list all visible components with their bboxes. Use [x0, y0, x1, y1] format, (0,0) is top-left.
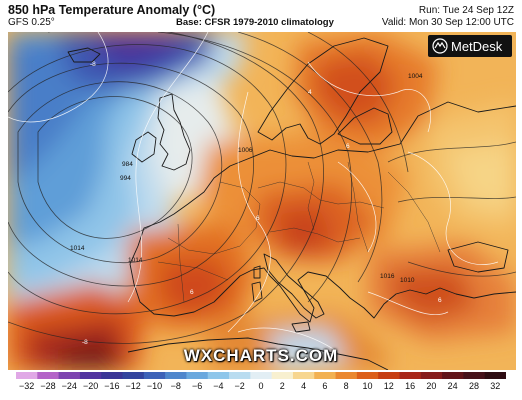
legend-color-swatch: [165, 372, 187, 379]
legend-color-swatch: [271, 372, 294, 379]
legend-color-swatch: [442, 372, 464, 379]
legend-tick-label: 0: [258, 381, 264, 391]
contour-label: 1014: [70, 245, 85, 252]
legend-tick-label: 12: [383, 381, 394, 391]
contour-label: 1004: [408, 73, 423, 80]
metdesk-logo-mark-icon: [432, 38, 448, 54]
legend-color-swatch: [314, 372, 337, 379]
legend-color-swatch: [463, 372, 486, 379]
run-time-label: Run: Tue 24 Sep 12Z: [418, 5, 514, 16]
legend-tick-label: 4: [301, 381, 307, 391]
legend-color-swatch: [250, 372, 273, 379]
legend-color-swatch: [122, 372, 145, 379]
legend-tick-label: −2: [234, 381, 245, 391]
chart-header: 850 hPa Temperature Anomaly (°C) GFS 0.2…: [0, 0, 522, 32]
legend-tick-label: −6: [191, 381, 203, 391]
contour-label: 994: [120, 175, 131, 182]
legend-color-swatch: [229, 372, 251, 379]
legend-tick-label: 10: [362, 381, 373, 391]
legend-color-swatch: [378, 372, 400, 379]
legend-color-swatch: [356, 372, 379, 379]
legend-color-swatch: [292, 372, 315, 379]
contour-label: 6: [190, 289, 194, 296]
legend-color-swatch: [207, 372, 230, 379]
anomaly-label-group: -8 -8 6 6 6 6 4: [82, 61, 442, 346]
isobars: [8, 32, 516, 344]
legend-ticks: −32 −28 −24 −20 −16 −12 −10 −8 −6 −4 −2 0 2 4 6 8 10 12 16…: [0, 381, 522, 395]
legend-color-swatch: [101, 372, 124, 379]
legend-color-swatch: [399, 372, 422, 379]
legend-tick-label: −8: [170, 381, 181, 391]
legend-tick-label: 8: [343, 381, 349, 391]
metdesk-logo-text: MetDesk: [451, 38, 503, 54]
legend-tick-label: −10: [146, 381, 163, 391]
valid-time-label: Valid: Mon 30 Sep 12:00 UTC: [381, 17, 514, 28]
contour-label: -8: [90, 61, 96, 68]
legend-tick-label: 32: [490, 381, 501, 391]
model-label: GFS 0.25°: [8, 17, 55, 28]
contour-label: 4: [308, 89, 312, 96]
contour-label: 6: [256, 215, 260, 222]
legend-tick-label: −16: [104, 381, 120, 391]
chart-title: 850 hPa Temperature Anomaly (°C): [8, 3, 216, 17]
legend-color-swatch: [186, 372, 209, 379]
legend-color-swatch: [37, 372, 60, 379]
legend-color-swatch: [484, 372, 506, 379]
legend-tick-label: −32: [19, 381, 35, 391]
legend-tick-label: 20: [426, 381, 437, 391]
anomaly-shading: [8, 32, 516, 370]
legend-color-swatch: [58, 372, 81, 379]
legend-tick-label: −4: [213, 381, 224, 391]
legend-color-swatch: [420, 372, 443, 379]
legend-color-swatch: [79, 372, 102, 379]
legend-tick-label: −20: [82, 381, 99, 391]
legend-color-swatch: [16, 372, 38, 379]
contour-label: 1014: [128, 257, 143, 264]
anomaly-map: 984 994 1014 1014 1016 1006 1004 1010 -8…: [8, 32, 516, 370]
legend-tick-label: −28: [40, 381, 56, 391]
legend-tick-label: −12: [125, 381, 141, 391]
legend-colorbar: [16, 372, 506, 379]
contour-label: 6: [438, 297, 442, 304]
contour-label: 6: [346, 143, 350, 150]
contour-label: 1016: [380, 273, 395, 280]
contour-label-group: 984 994 1014 1014 1016 1006 1004 1010: [70, 73, 423, 284]
legend-tick-label: 2: [279, 381, 285, 391]
metdesk-logo: MetDesk: [428, 35, 512, 57]
climatology-base-label: Base: CFSR 1979-2010 climatology: [176, 17, 334, 28]
coastlines: [67, 37, 516, 370]
legend-color-swatch: [143, 372, 166, 379]
legend-tick-label: −24: [61, 381, 77, 391]
contour-label: 1010: [400, 277, 415, 284]
contour-label: 984: [122, 161, 133, 168]
temperature-contours: [8, 32, 499, 353]
contour-label: 1006: [238, 147, 253, 154]
legend-tick-label: 16: [405, 381, 416, 391]
legend-tick-label: 24: [447, 381, 458, 391]
legend-tick-label: 28: [468, 381, 480, 391]
legend-color-swatch: [335, 372, 358, 379]
contour-label: -8: [82, 339, 88, 346]
legend-tick-label: 6: [322, 381, 328, 391]
wxcharts-watermark: WXCHARTS.COM: [183, 346, 339, 365]
